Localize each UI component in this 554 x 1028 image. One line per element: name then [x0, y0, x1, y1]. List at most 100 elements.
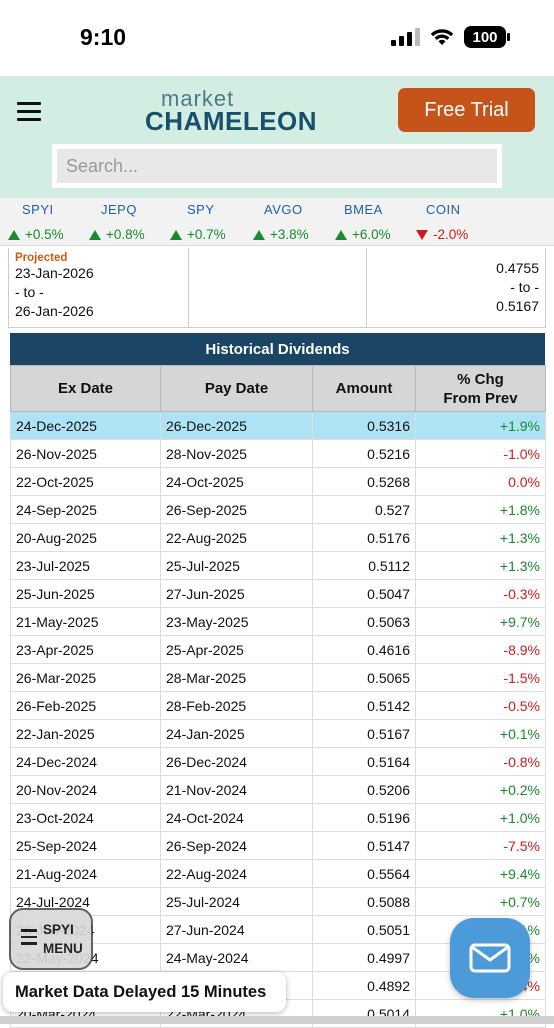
table-row[interactable]: 24-Sep-2025 26-Sep-2025 0.527 +1.8% — [10, 495, 546, 524]
ex-date-cell: 20-Nov-2024 — [10, 775, 161, 804]
pct-change-cell: -1.5% — [415, 663, 546, 692]
table-row[interactable]: 26-Mar-2025 28-Mar-2025 0.5065 -1.5% — [10, 663, 546, 692]
projected-date-start: 23-Jan-2026 — [15, 265, 94, 281]
pay-date-cell: 24-Oct-2025 — [160, 467, 313, 496]
amount-cell: 0.527 — [312, 495, 416, 524]
floating-menu-label: SPYI MENU — [43, 920, 83, 958]
amount-cell: 0.5196 — [312, 803, 416, 832]
search-input[interactable] — [57, 149, 497, 183]
status-time: 9:10 — [80, 24, 127, 50]
projected-amount-start: 0.4755 — [496, 260, 539, 276]
email-button[interactable] — [450, 918, 530, 998]
status-bar: 9:10 100 — [0, 0, 554, 76]
ex-date-cell: 20-Aug-2025 — [10, 523, 161, 552]
ticker-change: +0.8% — [106, 227, 145, 242]
table-row[interactable]: 23-Oct-2024 24-Oct-2024 0.5196 +1.0% — [10, 803, 546, 832]
projected-amount-sep: - to - — [510, 279, 539, 295]
up-arrow-icon — [89, 229, 101, 240]
table-row[interactable]: 23-Apr-2025 25-Apr-2025 0.4616 -8.9% — [10, 635, 546, 664]
ticker-avgo[interactable]: AVGO +3.8% — [253, 202, 343, 242]
table-row[interactable]: 21-Aug-2024 22-Aug-2024 0.5564 +9.4% — [10, 859, 546, 888]
pct-change-cell: -8.9% — [415, 635, 546, 664]
free-trial-button[interactable]: Free Trial — [398, 88, 535, 132]
table-row[interactable]: 20-Nov-2024 21-Nov-2024 0.5206 +0.2% — [10, 775, 546, 804]
pay-date-cell: 24-Jan-2025 — [160, 719, 313, 748]
battery-icon: 100 — [464, 26, 510, 48]
pct-change-cell: +9.4% — [415, 859, 546, 888]
amount-cell: 0.5316 — [312, 411, 416, 440]
table-row[interactable]: 26-Nov-2025 28-Nov-2025 0.5216 -1.0% — [10, 439, 546, 468]
ex-date-cell: 21-May-2025 — [10, 607, 161, 636]
pay-date-cell: 21-Nov-2024 — [160, 775, 313, 804]
ticker-jepq[interactable]: JEPQ +0.8% — [89, 202, 179, 242]
table-row[interactable]: 22-Oct-2025 24-Oct-2025 0.5268 0.0% — [10, 467, 546, 496]
table-row[interactable]: 21-May-2025 23-May-2025 0.5063 +9.7% — [10, 607, 546, 636]
table-row[interactable]: 25-Jun-2025 27-Jun-2025 0.5047 -0.3% — [10, 579, 546, 608]
amount-cell: 0.5216 — [312, 439, 416, 468]
table-row[interactable]: 22-Jan-2025 24-Jan-2025 0.5167 +0.1% — [10, 719, 546, 748]
pct-change-cell: -0.5% — [415, 691, 546, 720]
pay-date-cell: 26-Sep-2025 — [160, 495, 313, 524]
ex-date-cell: 22-Oct-2025 — [10, 467, 161, 496]
column-header-pay-date[interactable]: Pay Date — [160, 365, 313, 412]
pct-change-cell: +0.1% — [415, 719, 546, 748]
historical-dividends-table: Historical Dividends Ex Date Pay Date Am… — [10, 333, 546, 1028]
logo-text-bottom: CHAMELEON — [145, 106, 318, 136]
projected-dates: Projected 23-Jan-2026 - to - 26-Jan-2026 — [9, 248, 189, 328]
ticker-spy[interactable]: SPY +0.7% — [170, 202, 260, 242]
ex-date-cell: 26-Nov-2025 — [10, 439, 161, 468]
amount-cell: 0.5268 — [312, 467, 416, 496]
up-arrow-icon — [8, 229, 20, 240]
floating-menu-button[interactable]: SPYI MENU — [9, 908, 93, 970]
amount-cell: 0.5088 — [312, 887, 416, 916]
column-header-ex-date[interactable]: Ex Date — [10, 365, 161, 412]
ticker-symbol: AVGO — [264, 202, 303, 217]
pct-change-cell: -1.0% — [415, 439, 546, 468]
site-header: market CHAMELEON Free Trial — [0, 76, 554, 198]
amount-cell: 0.5147 — [312, 831, 416, 860]
market-chameleon-logo[interactable]: market CHAMELEON — [145, 86, 317, 138]
logo-text-top: market — [161, 86, 235, 111]
ex-date-cell: 23-Apr-2025 — [10, 635, 161, 664]
table-row[interactable]: 24-Dec-2025 26-Dec-2025 0.5316 +1.9% — [10, 411, 546, 440]
pay-date-cell: 24-May-2024 — [160, 943, 313, 972]
ex-date-cell: 26-Feb-2025 — [10, 691, 161, 720]
table-row[interactable]: 24-Jul-2024 25-Jul-2024 0.5088 +0.7% — [10, 887, 546, 916]
projected-amount-end: 0.5167 — [496, 298, 539, 314]
projected-pay-date-cell — [189, 248, 367, 328]
table-row[interactable]: 23-Jul-2025 25-Jul-2025 0.5112 +1.3% — [10, 551, 546, 580]
projected-amounts: 0.4755 - to - 0.5167 — [496, 259, 539, 316]
ex-date-cell: 23-Oct-2024 — [10, 803, 161, 832]
ticker-bmea[interactable]: BMEA +6.0% — [335, 202, 425, 242]
table-row[interactable]: 25-Sep-2024 26-Sep-2024 0.5147 -7.5% — [10, 831, 546, 860]
projected-date-sep: - to - — [15, 284, 44, 300]
ticker-symbol: SPYI — [22, 202, 54, 217]
column-header-pct-change[interactable]: % Chg From Prev — [415, 365, 546, 412]
pct-change-cell: +1.0% — [415, 803, 546, 832]
pct-change-cell: +1.9% — [415, 411, 546, 440]
column-header-amount[interactable]: Amount — [312, 365, 416, 412]
amount-cell: 0.5112 — [312, 551, 416, 580]
floating-menu-text: MENU — [43, 941, 83, 956]
down-arrow-icon — [416, 229, 428, 240]
pay-date-cell: 27-Jun-2025 — [160, 579, 313, 608]
pct-change-cell: +1.3% — [415, 523, 546, 552]
ticker-coin[interactable]: COIN -2.0% — [416, 202, 506, 242]
ex-date-cell: 24-Dec-2024 — [10, 747, 161, 776]
ticker-spyi[interactable]: SPYI +0.5% — [8, 202, 98, 242]
pay-date-cell: 25-Jul-2024 — [160, 887, 313, 916]
table-row[interactable]: 26-Feb-2025 28-Feb-2025 0.5142 -0.5% — [10, 691, 546, 720]
ex-date-cell: 22-Jan-2025 — [10, 719, 161, 748]
bottom-bar — [0, 1016, 554, 1024]
pct-change-cell: +9.7% — [415, 607, 546, 636]
table-row[interactable]: 20-Aug-2025 22-Aug-2025 0.5176 +1.3% — [10, 523, 546, 552]
ex-date-cell: 26-Mar-2025 — [10, 663, 161, 692]
pct-change-cell: -0.8% — [415, 747, 546, 776]
ticker-symbol: BMEA — [344, 202, 383, 217]
ex-date-cell: 24-Dec-2025 — [10, 411, 161, 440]
hamburger-menu-icon[interactable] — [17, 102, 41, 122]
table-header-row: Ex Date Pay Date Amount % Chg From Prev — [10, 365, 546, 412]
table-row[interactable]: 24-Dec-2024 26-Dec-2024 0.5164 -0.8% — [10, 747, 546, 776]
amount-cell: 0.5047 — [312, 579, 416, 608]
